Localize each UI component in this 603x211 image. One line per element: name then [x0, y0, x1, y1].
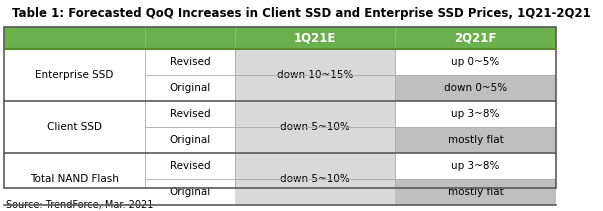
Text: up 3~8%: up 3~8%	[451, 109, 500, 119]
Text: Table 1: Forecasted QoQ Increases in Client SSD and Enterprise SSD Prices, 1Q21-: Table 1: Forecasted QoQ Increases in Cli…	[12, 7, 591, 19]
Text: down 5~10%: down 5~10%	[280, 122, 350, 132]
Text: Enterprise SSD: Enterprise SSD	[36, 70, 114, 80]
Text: down 10~15%: down 10~15%	[277, 70, 353, 80]
Text: down 0~5%: down 0~5%	[444, 83, 507, 93]
Text: up 0~5%: up 0~5%	[452, 57, 500, 67]
Text: 1Q21E: 1Q21E	[294, 31, 336, 45]
Text: mostly flat: mostly flat	[447, 187, 504, 197]
Text: Original: Original	[169, 83, 210, 93]
Text: Revised: Revised	[169, 57, 210, 67]
Text: mostly flat: mostly flat	[447, 135, 504, 145]
Text: up 3~8%: up 3~8%	[451, 161, 500, 171]
Text: Original: Original	[169, 135, 210, 145]
Text: Original: Original	[169, 187, 210, 197]
Text: Revised: Revised	[169, 161, 210, 171]
Text: down 5~10%: down 5~10%	[280, 174, 350, 184]
Text: Client SSD: Client SSD	[47, 122, 102, 132]
Text: Total NAND Flash: Total NAND Flash	[30, 174, 119, 184]
Text: 2Q21F: 2Q21F	[454, 31, 497, 45]
Text: Revised: Revised	[169, 109, 210, 119]
Text: Source: TrendForce, Mar. 2021: Source: TrendForce, Mar. 2021	[6, 200, 153, 210]
